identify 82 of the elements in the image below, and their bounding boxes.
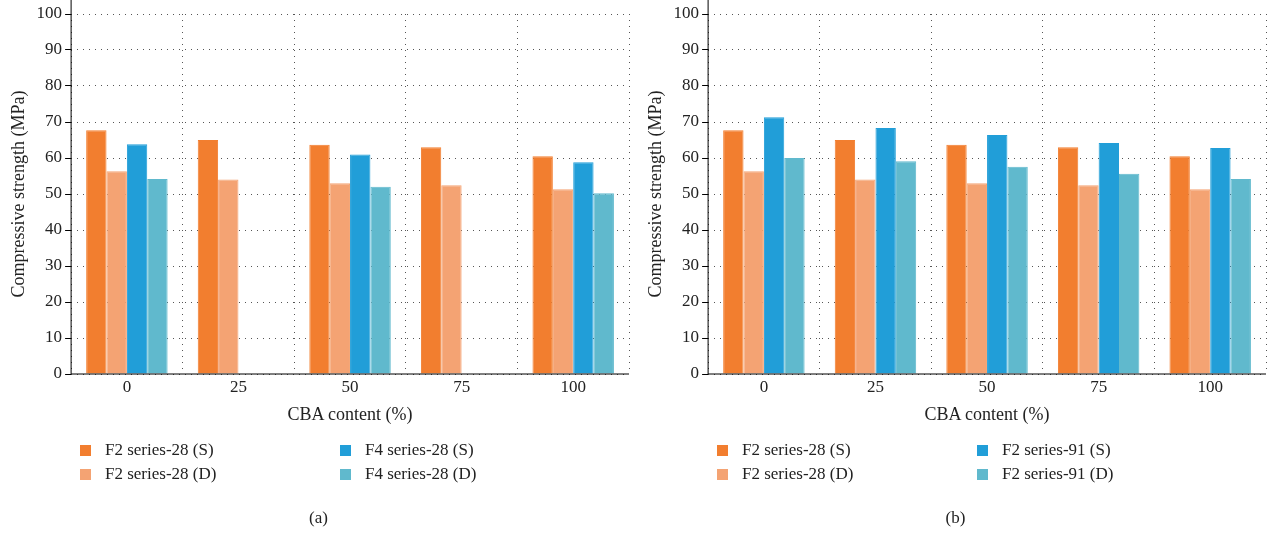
y-tick-label: 40	[45, 219, 63, 239]
y-tick-label: 30	[682, 255, 700, 275]
bar	[593, 193, 614, 374]
bar	[987, 134, 1008, 374]
y-tick-label: 90	[45, 39, 63, 59]
legend-label: F4 series-28 (S)	[365, 440, 474, 460]
bar	[420, 147, 442, 374]
bar	[1169, 156, 1190, 374]
y-tick-label: 20	[682, 291, 700, 311]
bar	[126, 144, 148, 374]
y-tick-label: 10	[45, 327, 63, 347]
bar	[784, 158, 805, 374]
bar	[552, 189, 574, 374]
bar	[370, 186, 391, 374]
bar	[309, 144, 330, 374]
bar	[1057, 147, 1079, 374]
x-tick-label: 0	[759, 376, 769, 396]
y-tick-label: 100	[673, 3, 700, 23]
bar	[1118, 173, 1140, 374]
y-tick-label: 50	[45, 183, 63, 203]
bar	[573, 162, 594, 374]
y-tick-label: 20	[45, 291, 63, 311]
bar	[218, 179, 239, 374]
bar	[1078, 185, 1099, 374]
bar	[329, 183, 351, 374]
x-tick-label: 75	[1090, 376, 1108, 396]
text: (a)	[308, 508, 329, 528]
bar	[1189, 189, 1211, 374]
bar	[350, 154, 371, 374]
text: (b)	[944, 508, 967, 528]
x-tick-label: 0	[122, 376, 132, 396]
y-axis-title: Compressive strength (MPa)	[7, 90, 29, 298]
bar	[1098, 142, 1119, 374]
bar	[834, 140, 856, 374]
bar	[1210, 147, 1231, 374]
bar	[946, 144, 967, 374]
y-tick-label: 30	[45, 255, 63, 275]
x-tick-label: 50	[341, 376, 359, 396]
legend-label: F2 series-91 (S)	[1002, 440, 1111, 460]
x-tick-label: 100	[560, 376, 586, 396]
bar	[723, 130, 744, 374]
y-axis-title: Compressive strength (MPa)	[644, 90, 666, 298]
y-tick-label: 10	[682, 327, 700, 347]
x-axis-title: CBA content (%)	[924, 403, 1050, 425]
y-tick-label: 100	[36, 3, 63, 23]
bar	[1007, 166, 1028, 374]
bar	[895, 161, 917, 374]
y-tick-label: 80	[45, 75, 63, 95]
y-tick-label: 0	[53, 363, 63, 383]
legend-label: F2 series-28 (D)	[742, 464, 854, 484]
y-tick-label: 0	[690, 363, 700, 383]
x-tick-label: 100	[1197, 376, 1223, 396]
x-tick-label: 25	[229, 376, 247, 396]
legend-label: F4 series-28 (D)	[365, 464, 477, 484]
bar	[106, 171, 127, 374]
y-tick-label: 60	[682, 147, 700, 167]
legend-label: F2 series-28 (D)	[105, 464, 217, 484]
x-tick-label: 50	[978, 376, 996, 396]
x-tick-label: 25	[866, 376, 884, 396]
bar	[147, 178, 168, 374]
y-tick-label: 50	[682, 183, 700, 203]
y-tick-label: 90	[682, 39, 700, 59]
y-tick-label: 70	[45, 111, 63, 131]
legend-label: F2 series-28 (S)	[742, 440, 851, 460]
bar	[966, 183, 988, 374]
bar	[875, 128, 896, 374]
y-tick-label: 70	[682, 111, 700, 131]
bar	[743, 171, 764, 374]
bar	[197, 140, 219, 374]
bar	[763, 117, 785, 374]
legend-label: F2 series-91 (D)	[1002, 464, 1114, 484]
bar	[86, 130, 107, 374]
y-tick-label: 60	[45, 147, 63, 167]
bar	[441, 185, 462, 374]
bar	[855, 179, 876, 374]
x-tick-label: 75	[453, 376, 471, 396]
bar	[1230, 178, 1251, 374]
y-tick-label: 80	[682, 75, 700, 95]
bar	[532, 156, 553, 374]
legend-label: F2 series-28 (S)	[105, 440, 214, 460]
x-axis-title: CBA content (%)	[287, 403, 413, 425]
y-tick-label: 40	[682, 219, 700, 239]
